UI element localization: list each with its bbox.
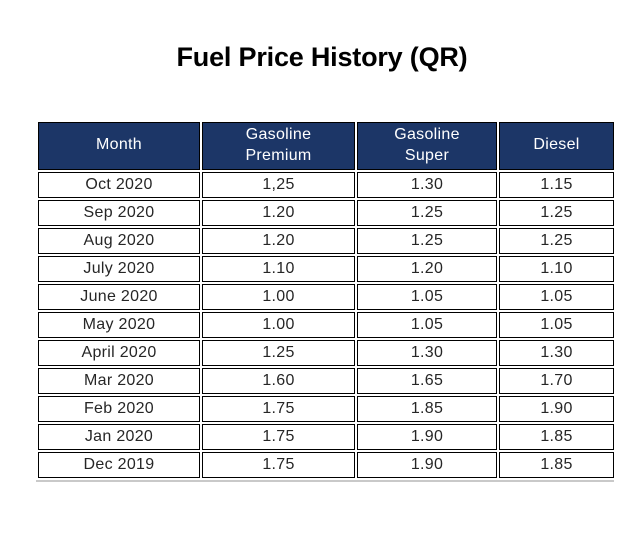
month-cell: Sep 2020 bbox=[38, 199, 200, 226]
month-cell: June 2020 bbox=[38, 283, 200, 310]
table-body: Oct 2020 1,25 1.30 1.15 Sep 2020 1.20 1.… bbox=[38, 171, 614, 478]
table-row: Oct 2020 1,25 1.30 1.15 bbox=[38, 171, 614, 198]
month-cell: May 2020 bbox=[38, 311, 200, 338]
premium-price-cell: 1.75 bbox=[202, 395, 355, 422]
super-price-cell: 1.25 bbox=[357, 227, 497, 254]
month-cell: Dec 2019 bbox=[38, 451, 200, 478]
table-row: June 2020 1.00 1.05 1.05 bbox=[38, 283, 614, 310]
month-cell: July 2020 bbox=[38, 255, 200, 282]
header-row: Month Gasoline Premium Gasoline Super Di… bbox=[38, 122, 614, 170]
month-cell: Mar 2020 bbox=[38, 367, 200, 394]
premium-price-cell: 1.75 bbox=[202, 451, 355, 478]
month-cell: April 2020 bbox=[38, 339, 200, 366]
premium-price-cell: 1.10 bbox=[202, 255, 355, 282]
month-cell: Aug 2020 bbox=[38, 227, 200, 254]
premium-price-cell: 1.00 bbox=[202, 311, 355, 338]
page-title: Fuel Price History (QR) bbox=[176, 42, 468, 72]
table-row: July 2020 1.10 1.20 1.10 bbox=[38, 255, 614, 282]
diesel-price-cell: 1.05 bbox=[499, 283, 614, 310]
diesel-price-cell: 1.25 bbox=[499, 199, 614, 226]
diesel-price-cell: 1.70 bbox=[499, 367, 614, 394]
super-price-cell: 1.65 bbox=[357, 367, 497, 394]
table-row: Mar 2020 1.60 1.65 1.70 bbox=[38, 367, 614, 394]
column-header-gasoline-super: Gasoline Super bbox=[357, 122, 497, 170]
column-header-month: Month bbox=[38, 122, 200, 170]
table-header: Month Gasoline Premium Gasoline Super Di… bbox=[38, 122, 614, 170]
table-row: Dec 2019 1.75 1.90 1.85 bbox=[38, 451, 614, 478]
table-row: Feb 2020 1.75 1.85 1.90 bbox=[38, 395, 614, 422]
month-cell: Feb 2020 bbox=[38, 395, 200, 422]
super-price-cell: 1.90 bbox=[357, 423, 497, 450]
month-cell: Jan 2020 bbox=[38, 423, 200, 450]
table-row: April 2020 1.25 1.30 1.30 bbox=[38, 339, 614, 366]
super-price-cell: 1.90 bbox=[357, 451, 497, 478]
table-row: Aug 2020 1.20 1.25 1.25 bbox=[38, 227, 614, 254]
super-price-cell: 1.30 bbox=[357, 339, 497, 366]
diesel-price-cell: 1.05 bbox=[499, 311, 614, 338]
table-row: Sep 2020 1.20 1.25 1.25 bbox=[38, 199, 614, 226]
fuel-price-table: Month Gasoline Premium Gasoline Super Di… bbox=[36, 120, 616, 480]
diesel-price-cell: 1.90 bbox=[499, 395, 614, 422]
table-container: Month Gasoline Premium Gasoline Super Di… bbox=[36, 120, 616, 480]
diesel-price-cell: 1.15 bbox=[499, 171, 614, 198]
premium-price-cell: 1.20 bbox=[202, 199, 355, 226]
diesel-price-cell: 1.85 bbox=[499, 423, 614, 450]
column-header-gasoline-premium: Gasoline Premium bbox=[202, 122, 355, 170]
diesel-price-cell: 1.10 bbox=[499, 255, 614, 282]
column-header-diesel: Diesel bbox=[499, 122, 614, 170]
premium-price-cell: 1.20 bbox=[202, 227, 355, 254]
diesel-price-cell: 1.85 bbox=[499, 451, 614, 478]
super-price-cell: 1.85 bbox=[357, 395, 497, 422]
diesel-price-cell: 1.30 bbox=[499, 339, 614, 366]
super-price-cell: 1.30 bbox=[357, 171, 497, 198]
table-row: May 2020 1.00 1.05 1.05 bbox=[38, 311, 614, 338]
super-price-cell: 1.25 bbox=[357, 199, 497, 226]
table-row: Jan 2020 1.75 1.90 1.85 bbox=[38, 423, 614, 450]
premium-price-cell: 1.75 bbox=[202, 423, 355, 450]
month-cell: Oct 2020 bbox=[38, 171, 200, 198]
super-price-cell: 1.05 bbox=[357, 283, 497, 310]
premium-price-cell: 1.00 bbox=[202, 283, 355, 310]
premium-price-cell: 1.25 bbox=[202, 339, 355, 366]
premium-price-cell: 1.60 bbox=[202, 367, 355, 394]
super-price-cell: 1.05 bbox=[357, 311, 497, 338]
diesel-price-cell: 1.25 bbox=[499, 227, 614, 254]
super-price-cell: 1.20 bbox=[357, 255, 497, 282]
premium-price-cell: 1,25 bbox=[202, 171, 355, 198]
